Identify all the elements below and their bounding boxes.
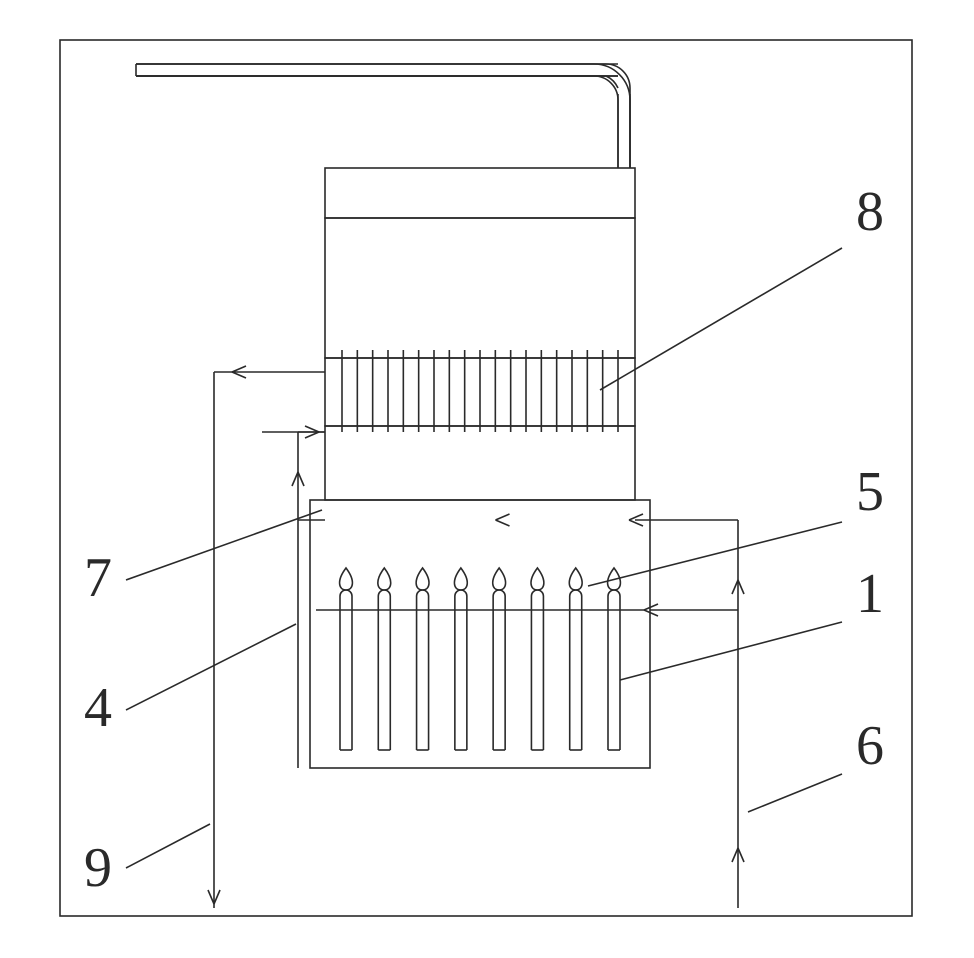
label-6: 6	[856, 715, 884, 777]
label-1: 1	[856, 563, 884, 625]
label-9: 9	[84, 837, 112, 899]
label-7: 7	[84, 547, 112, 609]
label-4: 4	[84, 677, 112, 739]
label-8: 8	[856, 181, 884, 243]
label-5: 5	[856, 461, 884, 523]
